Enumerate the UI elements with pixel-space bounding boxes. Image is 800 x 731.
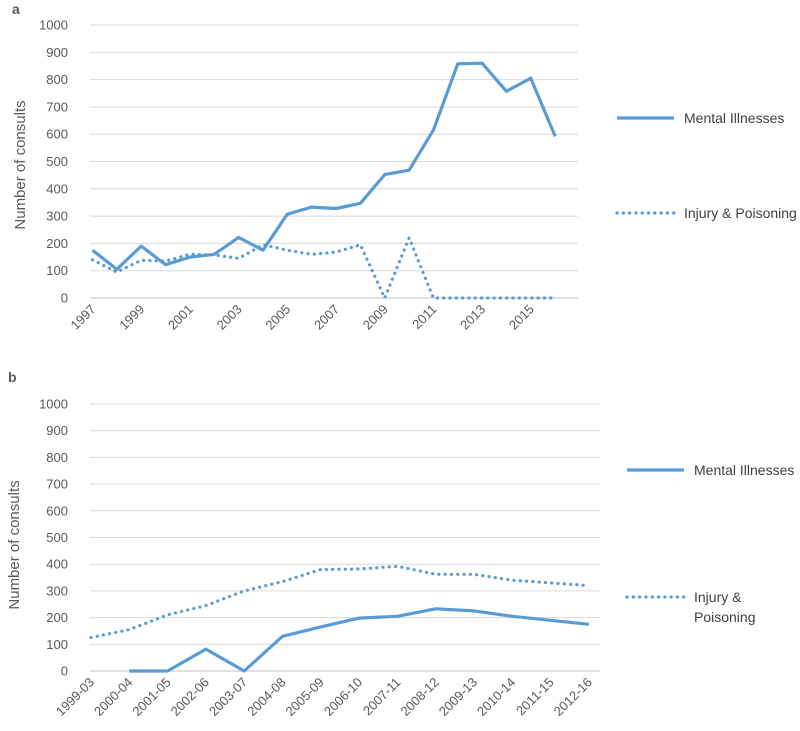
y-tick-label: 700	[46, 99, 68, 114]
y-tick-label: 900	[46, 45, 68, 60]
legend-label: Poisoning	[694, 609, 756, 625]
series-line-mental-illnesses	[91, 61, 557, 271]
x-tick-label: 2012-16	[551, 675, 595, 719]
y-tick-label: 600	[46, 503, 68, 518]
series-line-mental-illnesses	[129, 607, 590, 673]
x-tick-label: 2003	[214, 302, 245, 333]
x-tick-label: 2001	[165, 302, 196, 333]
x-tick-label: 1997	[68, 302, 99, 333]
legend-label: Mental Illnesses	[684, 110, 784, 126]
y-tick-label: 1000	[39, 18, 68, 33]
y-tick-label: 700	[46, 477, 68, 492]
x-tick-label: 2011	[409, 302, 439, 332]
y-axis-title: Number of consults	[12, 100, 29, 229]
y-tick-label: 0	[61, 664, 68, 679]
x-tick-label: 1999-03	[53, 675, 97, 719]
y-tick-label: 900	[46, 423, 68, 438]
x-tick-label: 2009	[360, 302, 391, 333]
y-tick-label: 300	[46, 583, 68, 598]
y-tick-label: 100	[46, 263, 68, 278]
x-tick-label: 2010-14	[474, 675, 518, 719]
x-tick-label: 2011-15	[513, 675, 557, 719]
x-tick-label: 2009-13	[436, 675, 480, 719]
y-tick-label: 100	[46, 637, 68, 652]
legend-label: Injury & Poisoning	[684, 205, 797, 221]
x-tick-label: 2015	[506, 302, 537, 333]
x-tick-label: 2004-08	[244, 675, 288, 719]
y-tick-label: 800	[46, 72, 68, 87]
x-tick-label: 2013	[457, 302, 488, 333]
y-tick-label: 500	[46, 530, 68, 545]
y-tick-label: 500	[46, 154, 68, 169]
series-line-injury-poisoning	[89, 564, 591, 640]
y-tick-label: 0	[61, 291, 68, 306]
y-tick-label: 600	[46, 127, 68, 142]
x-tick-label: 2002-06	[168, 675, 212, 719]
x-tick-label: 2005	[262, 302, 293, 333]
x-tick-label: 2008-12	[397, 675, 441, 719]
y-tick-label: 800	[46, 450, 68, 465]
y-tick-label: 400	[46, 181, 68, 196]
x-tick-label: 2003-07	[206, 675, 250, 719]
x-tick-label: 2005-09	[283, 675, 327, 719]
series-line-injury-poisoning	[90, 236, 557, 300]
x-tick-label: 2006-10	[321, 675, 365, 719]
x-tick-label: 2007	[311, 302, 342, 333]
y-tick-label: 200	[46, 236, 68, 251]
panel-label-a: a	[12, 1, 20, 17]
y-tick-label: 400	[46, 557, 68, 572]
y-tick-label: 300	[46, 209, 68, 224]
panel-label-b: b	[8, 369, 17, 385]
legend-label: Mental Illnesses	[694, 462, 794, 478]
y-axis-title: Number of consults	[6, 480, 23, 609]
y-tick-label: 200	[46, 610, 68, 625]
x-tick-label: 2007-11	[360, 675, 404, 719]
x-tick-label: 1999	[116, 302, 147, 333]
y-tick-label: 1000	[39, 397, 68, 412]
x-tick-label: 2000-04	[91, 675, 135, 719]
x-tick-label: 2001-05	[129, 675, 173, 719]
legend-label: Injury &	[694, 589, 742, 605]
